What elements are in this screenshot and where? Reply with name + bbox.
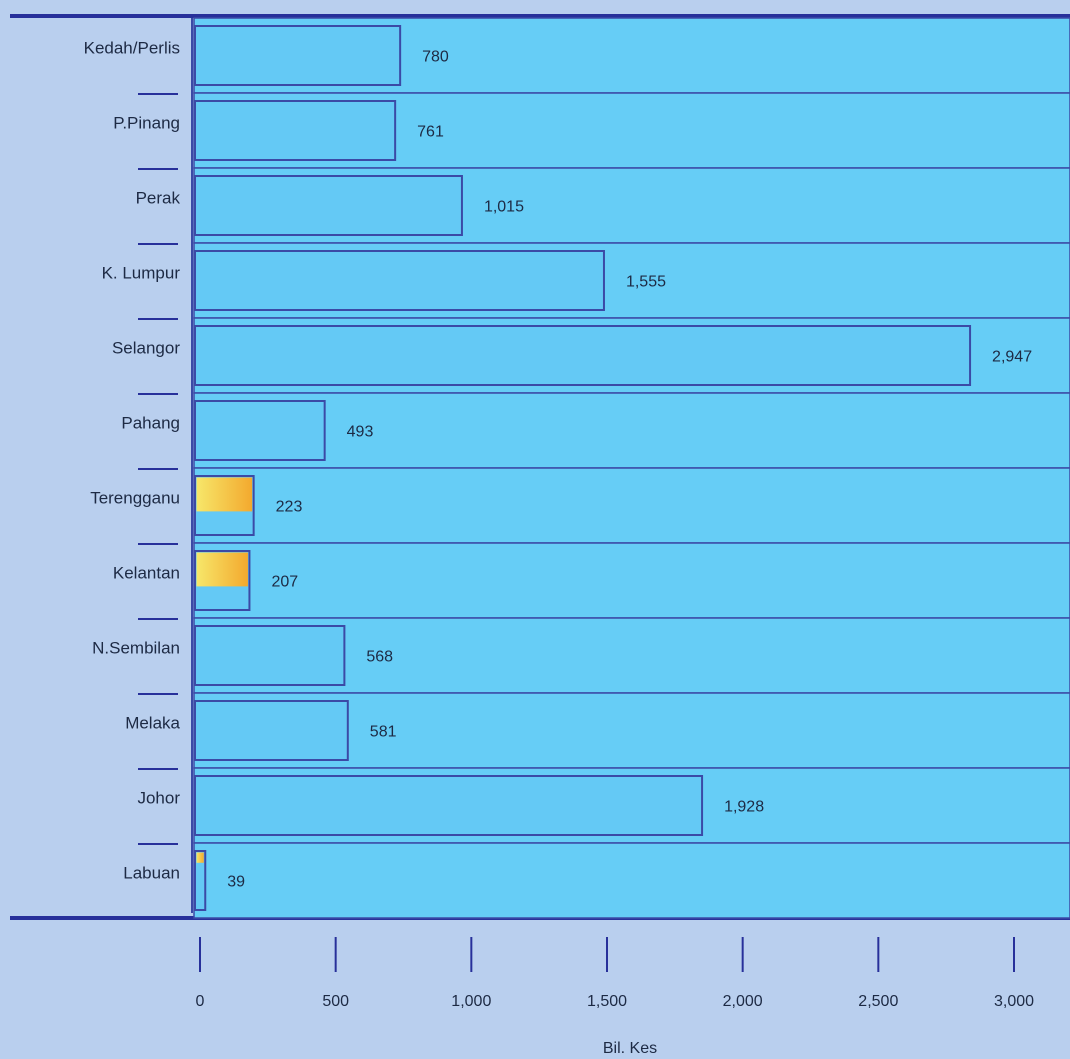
category-label-terengganu: Terengganu — [90, 489, 180, 508]
bar-johor — [194, 775, 704, 836]
bar-melaka — [194, 700, 349, 761]
x-tick-label-3000: 3,000 — [994, 993, 1034, 1010]
value-label-terengganu: 223 — [276, 499, 303, 516]
band-kelantan — [193, 542, 1070, 619]
bar-highlight-terengganu — [196, 477, 253, 512]
x-tick-label-0: 0 — [196, 993, 205, 1010]
value-label-n-sembilan: 568 — [366, 649, 393, 666]
value-label-selangor: 2,947 — [992, 349, 1032, 366]
category-label-n-sembilan: N.Sembilan — [92, 639, 180, 658]
category-labels: 780 Kedah/Perlis 761 P.Pinang 1,015 Perak 1,55… — [84, 39, 1033, 891]
bars — [194, 25, 972, 911]
value-label-perak: 1,015 — [484, 199, 524, 216]
value-label-k-lumpur: 1,555 — [626, 274, 666, 291]
category-label-p-pinang: P.Pinang — [113, 114, 180, 133]
bar-selangor — [194, 325, 972, 386]
category-label-pahang: Pahang — [121, 414, 180, 433]
value-label-labuan: 39 — [227, 874, 245, 891]
bar-kedah-perlis — [194, 25, 402, 86]
x-tick-label-1000: 1,000 — [451, 993, 491, 1010]
category-label-selangor: Selangor — [112, 339, 180, 358]
bar-highlight-kelantan — [196, 552, 248, 587]
band-terengganu — [193, 467, 1070, 544]
value-label-pahang: 493 — [347, 424, 374, 441]
x-tick-label-1500: 1,500 — [587, 993, 627, 1010]
value-label-p-pinang: 761 — [417, 124, 444, 141]
category-label-perak: Perak — [136, 189, 181, 208]
category-label-k-lumpur: K. Lumpur — [102, 264, 181, 283]
bar-n-sembilan — [194, 625, 346, 686]
bar-pahang — [194, 400, 326, 461]
bar-labuan — [194, 850, 207, 911]
x-tick-label-500: 500 — [322, 993, 349, 1010]
category-label-johor: Johor — [137, 789, 180, 808]
bar-highlight-labuan — [196, 852, 204, 863]
category-label-kedah-perlis: Kedah/Perlis — [84, 39, 180, 58]
value-label-kelantan: 207 — [271, 574, 298, 591]
value-label-melaka: 581 — [370, 724, 397, 741]
x-axis-title: Bil. Kes — [603, 1040, 657, 1057]
x-tick-label-2000: 2,000 — [723, 993, 763, 1010]
category-label-melaka: Melaka — [125, 714, 180, 733]
category-label-kelantan: Kelantan — [113, 564, 180, 583]
x-tick-label-2500: 2,500 — [858, 993, 898, 1010]
bar-k-lumpur — [194, 250, 605, 311]
band-labuan — [193, 842, 1070, 919]
bar-p-pinang — [194, 100, 397, 161]
bar-perak — [194, 175, 463, 236]
x-axis-ticks: 0 500 1,000 1,500 2,000 2,500 3,000 — [196, 937, 1034, 1010]
category-label-labuan: Labuan — [123, 864, 180, 883]
value-label-kedah-perlis: 780 — [422, 49, 449, 66]
value-label-johor: 1,928 — [724, 799, 764, 816]
